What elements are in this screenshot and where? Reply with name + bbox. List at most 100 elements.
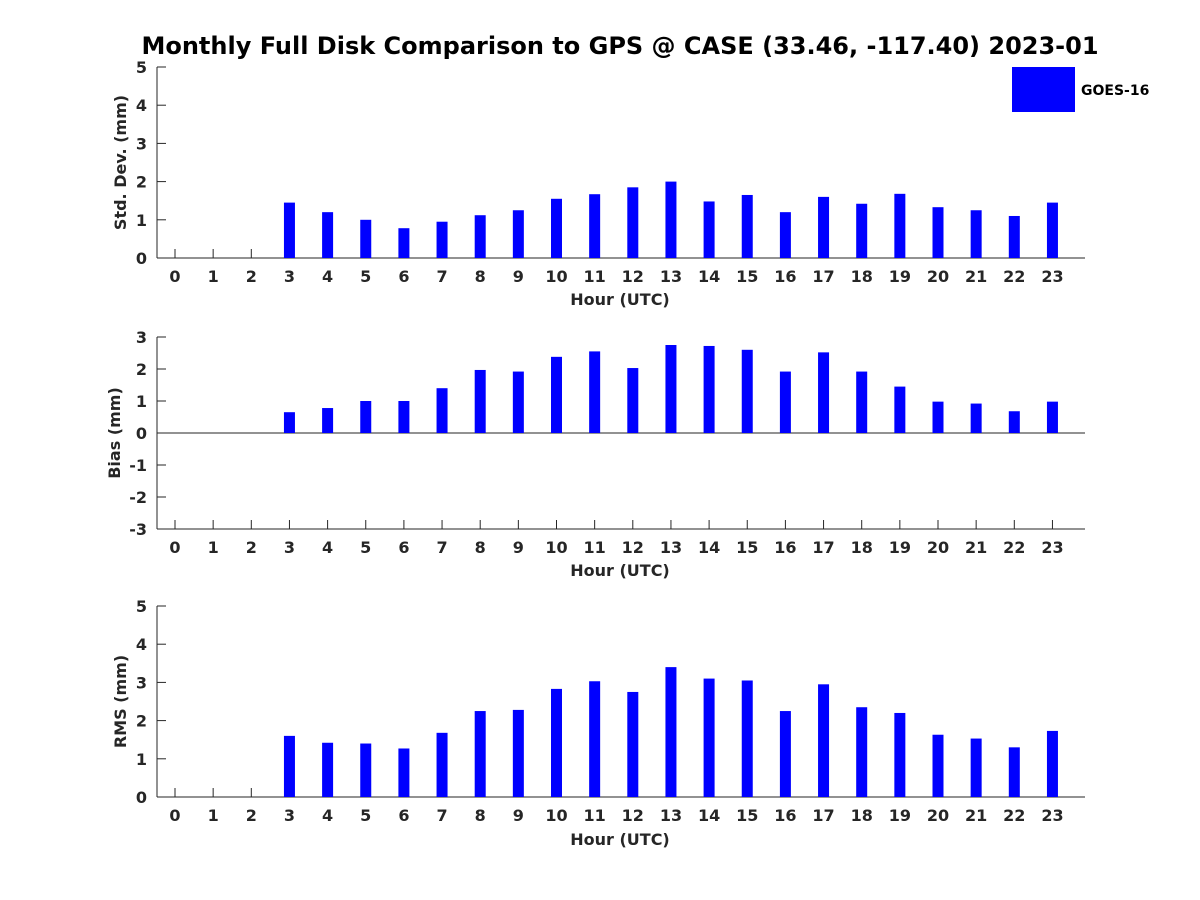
bar-hour-12 xyxy=(627,368,639,433)
x-axis-label: Hour (UTC) xyxy=(570,290,670,309)
x-tick-label: 11 xyxy=(584,267,606,286)
x-tick-label: 4 xyxy=(322,806,333,825)
x-tick-label: 15 xyxy=(736,267,758,286)
bar-hour-17 xyxy=(818,352,830,433)
x-tick-label: 2 xyxy=(246,538,257,557)
legend: GOES-16 xyxy=(1012,67,1149,112)
bar-hour-7 xyxy=(436,221,448,258)
x-tick-label: 22 xyxy=(1003,806,1025,825)
y-axis-label: RMS (mm) xyxy=(111,655,130,748)
bar-hour-21 xyxy=(970,210,982,258)
bar-hour-6 xyxy=(398,401,410,433)
x-tick-label: 14 xyxy=(698,806,720,825)
bar-hour-18 xyxy=(856,371,868,433)
y-tick-label: 3 xyxy=(136,673,147,692)
x-tick-label: 11 xyxy=(584,806,606,825)
x-tick-label: 1 xyxy=(208,267,219,286)
y-tick-label: 1 xyxy=(136,211,147,230)
x-tick-label: 13 xyxy=(660,267,682,286)
bar-hour-15 xyxy=(741,680,753,797)
x-tick-label: 6 xyxy=(398,267,409,286)
x-tick-label: 19 xyxy=(889,267,911,286)
x-tick-label: 18 xyxy=(851,538,873,557)
y-tick-label: 2 xyxy=(136,360,147,379)
y-tick-label: 4 xyxy=(136,96,147,115)
bar-hour-12 xyxy=(627,691,639,797)
bar-hour-9 xyxy=(512,709,524,797)
x-tick-label: 16 xyxy=(774,267,796,286)
x-tick-label: 20 xyxy=(927,806,949,825)
y-tick-label: -3 xyxy=(129,520,147,539)
bar-hour-10 xyxy=(551,356,562,433)
x-axis-label: Hour (UTC) xyxy=(570,561,670,580)
x-tick-label: 3 xyxy=(284,267,295,286)
x-tick-label: 21 xyxy=(965,267,987,286)
bar-hour-18 xyxy=(856,203,868,258)
bar-hour-20 xyxy=(932,734,944,797)
x-tick-label: 18 xyxy=(851,267,873,286)
chart-title: Monthly Full Disk Comparison to GPS @ CA… xyxy=(141,32,1098,60)
x-tick-label: 21 xyxy=(965,806,987,825)
bar-hour-8 xyxy=(474,215,486,258)
x-tick-label: 5 xyxy=(360,267,371,286)
bar-hour-21 xyxy=(970,738,982,797)
x-tick-label: 22 xyxy=(1003,538,1025,557)
x-tick-label: 19 xyxy=(889,538,911,557)
y-tick-label: -1 xyxy=(129,456,147,475)
bar-hour-6 xyxy=(398,228,410,258)
x-tick-label: 10 xyxy=(545,806,567,825)
y-tick-label: 0 xyxy=(136,249,147,268)
bar-hour-10 xyxy=(551,198,562,258)
y-tick-label: 3 xyxy=(136,134,147,153)
bar-hour-17 xyxy=(818,684,830,797)
x-tick-label: 14 xyxy=(698,267,720,286)
bar-hour-22 xyxy=(1008,411,1020,433)
bar-hour-9 xyxy=(512,210,524,258)
bar-hour-5 xyxy=(360,219,372,258)
y-tick-label: 5 xyxy=(136,58,147,77)
bar-hour-7 xyxy=(436,732,448,797)
bar-hour-4 xyxy=(322,742,334,797)
x-tick-label: 12 xyxy=(622,538,644,557)
x-tick-label: 5 xyxy=(360,806,371,825)
x-tick-label: 17 xyxy=(812,806,834,825)
bar-hour-23 xyxy=(1046,202,1058,258)
x-tick-label: 11 xyxy=(584,538,606,557)
bar-hour-13 xyxy=(665,667,677,797)
x-tick-label: 9 xyxy=(513,267,524,286)
x-tick-label: 2 xyxy=(246,806,257,825)
x-tick-label: 17 xyxy=(812,267,834,286)
bar-hour-15 xyxy=(741,349,753,433)
x-tick-label: 1 xyxy=(208,538,219,557)
x-tick-label: 6 xyxy=(398,538,409,557)
bar-hour-11 xyxy=(589,351,601,433)
bar-hour-15 xyxy=(741,194,753,258)
y-tick-label: 0 xyxy=(136,424,147,443)
bar-hour-11 xyxy=(589,194,601,258)
x-tick-label: 20 xyxy=(927,538,949,557)
bar-hour-21 xyxy=(970,403,982,433)
bar-hour-14 xyxy=(703,345,715,433)
bar-hour-10 xyxy=(551,688,562,797)
bar-hour-19 xyxy=(894,386,906,433)
bar-hour-14 xyxy=(703,201,715,258)
bar-hour-22 xyxy=(1008,215,1020,258)
x-tick-label: 0 xyxy=(169,806,180,825)
x-tick-label: 22 xyxy=(1003,267,1025,286)
y-axis-label: Std. Dev. (mm) xyxy=(111,95,130,230)
x-tick-label: 4 xyxy=(322,538,333,557)
bar-hour-5 xyxy=(360,401,372,433)
bar-hour-12 xyxy=(627,187,639,258)
x-tick-label: 7 xyxy=(436,806,447,825)
x-tick-label: 3 xyxy=(284,538,295,557)
y-tick-label: 1 xyxy=(136,392,147,411)
y-tick-label: 2 xyxy=(136,712,147,731)
x-tick-label: 10 xyxy=(545,267,567,286)
bar-hour-16 xyxy=(779,212,791,258)
x-tick-label: 8 xyxy=(475,806,486,825)
bar-hour-8 xyxy=(474,711,486,797)
